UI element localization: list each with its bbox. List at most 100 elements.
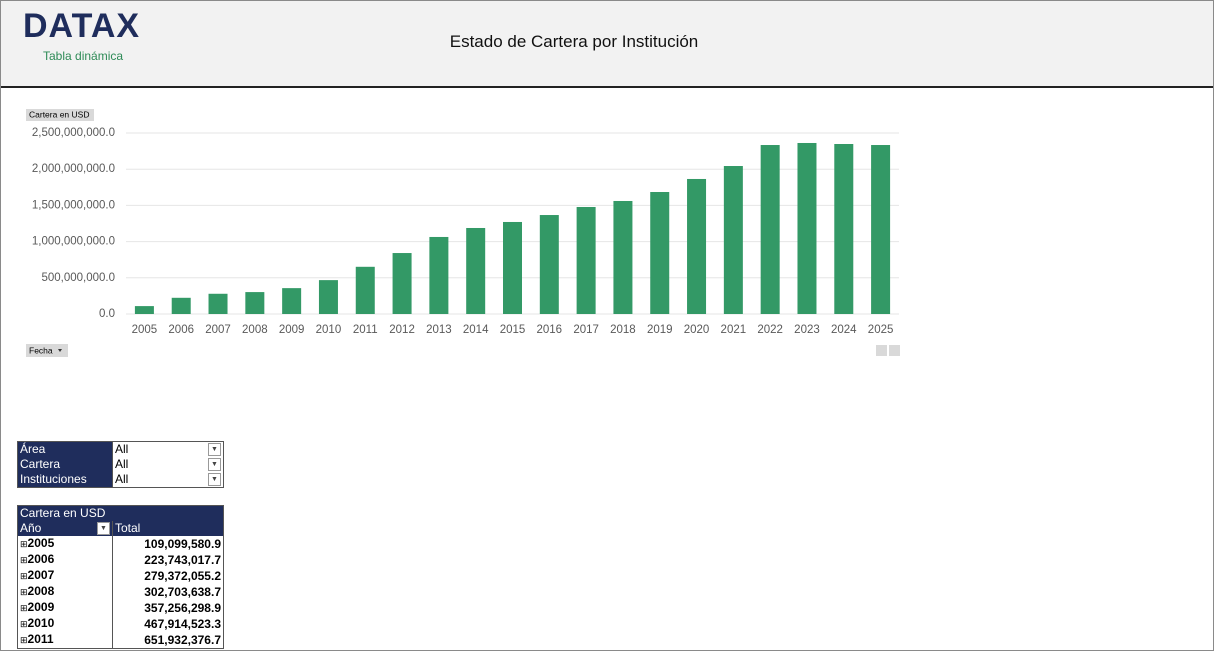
title: Estado de Cartera por Institución bbox=[449, 32, 699, 51]
expand-icon[interactable]: ⊞ bbox=[20, 619, 28, 629]
column-header: Total bbox=[112, 521, 224, 536]
x-tick-label: 2015 bbox=[500, 324, 526, 336]
bar bbox=[650, 192, 670, 314]
x-tick-label: 2023 bbox=[794, 324, 820, 336]
row-value-text: 302,703,638.7 bbox=[144, 584, 221, 599]
row-value: 109,099,580.9 bbox=[112, 536, 224, 552]
x-tick-label: 2014 bbox=[463, 324, 489, 336]
chart: Cartera en USD Fecha 0.0 500,000,000.0 1,0… bbox=[26, 109, 900, 357]
bar bbox=[392, 253, 412, 314]
dropdown[interactable]: ▼ bbox=[208, 443, 221, 456]
filter-value-text: All bbox=[115, 457, 129, 471]
expand-icon[interactable]: ⊞ bbox=[20, 571, 28, 581]
filter-name-text: Área bbox=[20, 442, 46, 456]
row: ⊞2006 223,743,017.7 bbox=[18, 552, 224, 568]
bar bbox=[576, 206, 596, 314]
filter-value-text: All bbox=[115, 442, 129, 456]
row: ⊞2010 467,914,523.3 bbox=[18, 616, 224, 632]
x-tick-label: 2007 bbox=[205, 324, 231, 336]
field-button-label[interactable]: Fecha bbox=[29, 345, 53, 355]
row: Cartera ▼ All bbox=[17, 457, 224, 472]
row-label: ⊞2006 bbox=[18, 552, 113, 568]
bar bbox=[539, 215, 559, 314]
row-value: 357,256,298.9 bbox=[112, 600, 224, 616]
row-label-text: 2005 bbox=[27, 536, 55, 550]
x-tick-label: 2016 bbox=[537, 324, 563, 336]
x-tick-label: 2008 bbox=[242, 324, 268, 336]
header-cell bbox=[112, 505, 224, 521]
row-value: 279,372,055.2 bbox=[112, 568, 224, 584]
row-label-text: 2010 bbox=[27, 616, 55, 630]
x-tick-label: 2021 bbox=[721, 324, 747, 336]
x-tick-label: 2022 bbox=[757, 324, 783, 336]
row: ⊞2011 651,932,376.7 bbox=[18, 632, 224, 649]
row-label: ⊞2009 bbox=[18, 600, 113, 616]
bar bbox=[723, 166, 743, 314]
row: ▼ Año Total bbox=[17, 521, 224, 536]
x-tick-label: 2025 bbox=[868, 324, 894, 336]
dropdown[interactable]: ▼ bbox=[208, 473, 221, 486]
bar bbox=[687, 178, 707, 314]
row-value: 651,932,376.7 bbox=[112, 632, 224, 649]
x-tick-label: 2006 bbox=[168, 324, 194, 336]
row-label: ⊞2011 bbox=[18, 632, 113, 649]
expand-button[interactable] bbox=[876, 345, 887, 356]
expand-icon[interactable]: ⊞ bbox=[20, 539, 28, 549]
column-header: ▼ Año bbox=[17, 521, 113, 536]
row-value-text: 279,372,055.2 bbox=[144, 568, 221, 583]
y-tick-label: 2,500,000,000.0 bbox=[32, 127, 115, 139]
filter-table: Área ▼ All Cartera ▼ All Instituciones ▼ All bbox=[17, 441, 224, 488]
expand-icon[interactable]: ⊞ bbox=[20, 587, 28, 597]
pivot-table: Cartera en USD ▼ Año Total ⊞2005 109,099,580.… bbox=[17, 505, 224, 649]
header: DATAX Tabla dinámica Estado de Cartera p… bbox=[1, 1, 1213, 88]
row-label: ⊞2007 bbox=[18, 568, 113, 584]
bar bbox=[134, 306, 154, 314]
filter-value: ▼ All bbox=[112, 472, 224, 488]
row-value-text: 651,932,376.7 bbox=[144, 632, 221, 647]
field-button-label[interactable]: Cartera en USD bbox=[29, 109, 89, 119]
bar bbox=[429, 236, 449, 314]
column-header-text: Total bbox=[115, 521, 141, 535]
expand-icon[interactable]: ⊞ bbox=[20, 603, 28, 613]
y-tick-label: 1,500,000,000.0 bbox=[32, 199, 115, 211]
row-label-text: 2006 bbox=[27, 552, 55, 566]
row: ⊞2007 279,372,055.2 bbox=[18, 568, 224, 584]
x-tick-label: 2020 bbox=[684, 324, 710, 336]
filter-name: Área bbox=[17, 441, 113, 457]
x-tick-label: 2013 bbox=[426, 324, 452, 336]
expand-icon[interactable]: ⊞ bbox=[20, 635, 28, 645]
logo: DATAX bbox=[23, 7, 141, 45]
dropdown[interactable]: ▼ bbox=[97, 522, 110, 535]
row-value-text: 223,743,017.7 bbox=[144, 552, 221, 567]
y-tick-label: 1,000,000,000.0 bbox=[32, 236, 115, 248]
expand-icon[interactable]: ⊞ bbox=[20, 555, 28, 565]
field-button[interactable] bbox=[26, 344, 68, 357]
x-tick-label: 2011 bbox=[353, 324, 378, 336]
row: ⊞2009 357,256,298.9 bbox=[18, 600, 224, 616]
filter-value: ▼ All bbox=[112, 441, 224, 457]
x-tick-label: 2009 bbox=[279, 324, 305, 336]
row: ⊞2008 302,703,638.7 bbox=[18, 584, 224, 600]
row: ⊞2005 109,099,580.9 bbox=[18, 536, 224, 552]
bar bbox=[171, 297, 191, 314]
subtitle: Tabla dinámica bbox=[43, 49, 124, 63]
y-tick-label: 2,000,000,000.0 bbox=[32, 163, 115, 175]
row-value-text: 467,914,523.3 bbox=[144, 616, 221, 631]
row-value-text: 357,256,298.9 bbox=[144, 600, 221, 615]
row: Cartera en USD bbox=[17, 505, 224, 521]
filter-name-text: Instituciones bbox=[20, 472, 87, 486]
field-button[interactable] bbox=[26, 109, 94, 121]
row-value: 302,703,638.7 bbox=[112, 584, 224, 600]
bar bbox=[466, 227, 486, 314]
bar bbox=[871, 145, 891, 314]
bar bbox=[760, 145, 780, 314]
dropdown[interactable]: ▼ bbox=[208, 458, 221, 471]
bar bbox=[834, 144, 854, 314]
collapse-button[interactable] bbox=[889, 345, 900, 356]
x-tick-label: 2012 bbox=[389, 324, 415, 336]
column-header-text: Año bbox=[20, 521, 42, 535]
row-label-text: 2007 bbox=[27, 568, 55, 582]
bar bbox=[208, 293, 228, 314]
row-value: 467,914,523.3 bbox=[112, 616, 224, 632]
